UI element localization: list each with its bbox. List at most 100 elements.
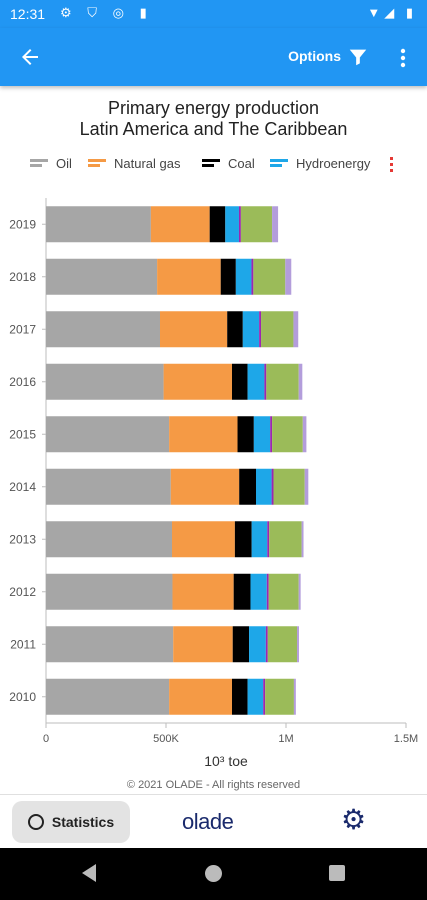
bar-segment[interactable] (264, 363, 267, 400)
bar-segment[interactable] (267, 626, 298, 663)
bar-segment[interactable] (297, 626, 299, 663)
legend-item-natural-gas[interactable]: Natural gas (88, 156, 180, 171)
bar-segment[interactable] (238, 206, 241, 243)
bar-segment[interactable] (46, 573, 173, 610)
bar-segment[interactable] (225, 206, 239, 243)
bar-segment[interactable] (304, 468, 309, 505)
more-vert-icon[interactable] (393, 46, 413, 70)
bar-segment[interactable] (240, 206, 273, 243)
bar-segment[interactable] (247, 678, 264, 715)
y-tick-label: 2015 (9, 427, 36, 441)
bar-segment[interactable] (256, 468, 272, 505)
statistics-label: Statistics (51, 814, 115, 830)
legend-item-hydroenergy[interactable]: Hydroenergy (270, 156, 370, 171)
bar-segment[interactable] (250, 573, 267, 610)
bar-segment[interactable] (157, 258, 221, 295)
system-icons: ▼◢ ▮ (367, 5, 417, 20)
bar-segment[interactable] (285, 258, 292, 295)
bar-segment[interactable] (232, 626, 250, 663)
nav-back-icon[interactable] (82, 864, 96, 882)
bar-segment[interactable] (172, 521, 235, 558)
bar-segment[interactable] (173, 626, 233, 663)
bar-segment[interactable] (251, 521, 268, 558)
bar-segment[interactable] (298, 363, 303, 400)
bar-segment[interactable] (227, 311, 243, 348)
bar-segment[interactable] (46, 206, 151, 243)
bar-segment[interactable] (163, 363, 232, 400)
bar-segment[interactable] (273, 468, 305, 505)
bar-segment[interactable] (239, 468, 256, 505)
bar-segment[interactable] (269, 521, 302, 558)
notification-icons: ⚙ ⛉ ◎ ▮ (60, 5, 153, 20)
bar-segment[interactable] (302, 416, 307, 453)
legend-item-oil[interactable]: Oil (30, 156, 72, 171)
bar-segment[interactable] (46, 311, 160, 348)
x-tick-label: 1.5M (394, 733, 418, 745)
bar-segment[interactable] (46, 363, 164, 400)
bar-segment[interactable] (234, 521, 252, 558)
bar-segment[interactable] (209, 206, 226, 243)
y-tick-label: 2017 (9, 322, 36, 336)
bar-segment[interactable] (235, 258, 252, 295)
bar-segment[interactable] (46, 678, 170, 715)
x-tick-label: 1M (278, 733, 293, 745)
bar-segment[interactable] (267, 521, 270, 558)
y-tick-label: 2014 (9, 480, 36, 494)
bar-segment[interactable] (46, 521, 172, 558)
app-bar: Options (0, 28, 427, 86)
bar-segment[interactable] (169, 678, 232, 715)
bar-segment[interactable] (220, 258, 236, 295)
bar-segment[interactable] (272, 416, 303, 453)
statistics-button[interactable]: Statistics (12, 801, 130, 843)
bar-segment[interactable] (266, 573, 269, 610)
arrow-back-icon[interactable] (18, 45, 42, 69)
bar-segment[interactable] (150, 206, 210, 243)
bar-segment[interactable] (272, 206, 279, 243)
bar-segment[interactable] (233, 573, 251, 610)
bar-segment[interactable] (160, 311, 228, 348)
bar-segment[interactable] (251, 258, 254, 295)
legend-more-indicator[interactable] (390, 157, 394, 173)
bar-segment[interactable] (265, 626, 268, 663)
bar-segment[interactable] (293, 678, 296, 715)
bar-segment[interactable] (253, 416, 271, 453)
bar-segment[interactable] (271, 468, 274, 505)
bar-segment[interactable] (263, 678, 266, 715)
bar-segment[interactable] (259, 311, 262, 348)
legend-label: Oil (56, 156, 72, 171)
legend-swatch-natural-gas (88, 157, 106, 170)
legend-item-coal[interactable]: Coal (202, 156, 255, 171)
bar-segment[interactable] (232, 678, 248, 715)
bar-segment[interactable] (242, 311, 260, 348)
bar-segment[interactable] (253, 258, 286, 295)
bar-segment[interactable] (301, 521, 304, 558)
bar-segment[interactable] (249, 626, 266, 663)
bar-segment[interactable] (298, 573, 301, 610)
filter-icon[interactable] (347, 46, 369, 68)
bar-segment[interactable] (169, 416, 238, 453)
bar-segment[interactable] (170, 468, 240, 505)
status-bar: 12:31 ⚙ ⛉ ◎ ▮ ▼◢ ▮ (0, 0, 427, 28)
copyright-text: © 2021 OLADE - All rights reserved (126, 779, 301, 791)
nav-recents-icon[interactable] (329, 865, 345, 881)
bar-segment[interactable] (46, 626, 174, 663)
legend-label: Hydroenergy (296, 156, 371, 171)
bar-segment[interactable] (237, 416, 254, 453)
options-button[interactable]: Options (288, 48, 341, 64)
bar-segment[interactable] (46, 468, 171, 505)
bar-segment[interactable] (172, 573, 234, 610)
bar-segment[interactable] (265, 678, 294, 715)
nav-home-icon[interactable] (205, 865, 222, 882)
bar-segment[interactable] (232, 363, 248, 400)
bar-segment[interactable] (261, 311, 294, 348)
settings-icon[interactable]: ⚙ (341, 804, 367, 835)
legend-swatch-hydroenergy (270, 157, 288, 170)
bar-segment[interactable] (293, 311, 299, 348)
chart-title-line1: Primary energy production (107, 98, 320, 118)
bar-segment[interactable] (46, 258, 158, 295)
bar-segment[interactable] (266, 363, 299, 400)
bar-segment[interactable] (247, 363, 265, 400)
bar-segment[interactable] (268, 573, 299, 610)
bar-segment[interactable] (270, 416, 273, 453)
bar-segment[interactable] (46, 416, 170, 453)
